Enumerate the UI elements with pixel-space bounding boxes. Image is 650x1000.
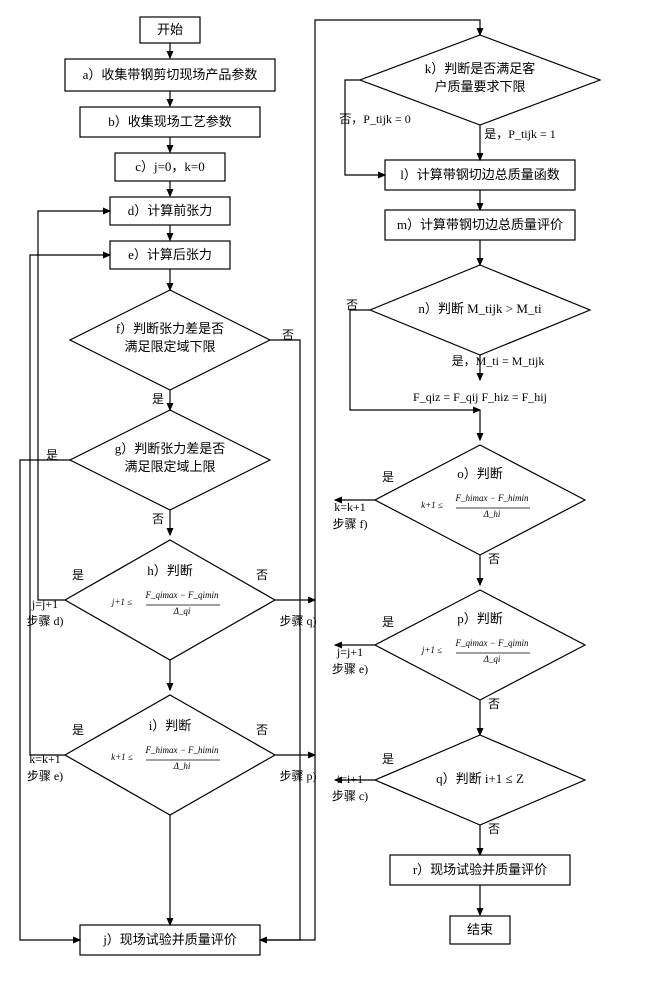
svg-text:j=j+1: j=j+1 <box>31 597 58 611</box>
svg-text:k+1 ≤: k+1 ≤ <box>111 752 133 762</box>
svg-text:F_qimax − F_qimin: F_qimax − F_qimin <box>144 590 219 600</box>
svg-text:n）判断 M_tijk > M_ti: n）判断 M_tijk > M_ti <box>418 301 542 316</box>
svg-text:m）计算带钢切边总质量评价: m）计算带钢切边总质量评价 <box>397 217 563 232</box>
svg-text:f）判断张力差是否: f）判断张力差是否 <box>116 321 224 336</box>
svg-text:步骤 e): 步骤 e) <box>332 662 368 676</box>
svg-text:c）j=0，k=0: c）j=0，k=0 <box>135 159 205 174</box>
svg-text:b）收集现场工艺参数: b）收集现场工艺参数 <box>108 114 232 129</box>
svg-text:F_qiz = F_qij F_hiz = F_hij: F_qiz = F_qij F_hiz = F_hij <box>413 390 547 404</box>
svg-text:r）现场试验并质量评价: r）现场试验并质量评价 <box>413 862 547 877</box>
svg-text:是: 是 <box>382 615 394 629</box>
svg-text:p）判断: p）判断 <box>457 611 503 626</box>
svg-text:步骤 e): 步骤 e) <box>27 769 63 783</box>
svg-text:是: 是 <box>382 752 394 766</box>
svg-text:是，M_ti = M_tijk: 是，M_ti = M_tijk <box>452 354 545 368</box>
svg-text:k+1 ≤: k+1 ≤ <box>421 500 443 510</box>
svg-text:是: 是 <box>382 470 394 484</box>
svg-text:步骤 c): 步骤 c) <box>332 789 368 803</box>
svg-text:j+1 ≤: j+1 ≤ <box>421 645 442 655</box>
svg-text:否: 否 <box>488 552 500 566</box>
svg-text:g）判断张力差是否: g）判断张力差是否 <box>115 441 226 456</box>
svg-text:步骤 p): 步骤 p) <box>280 769 317 783</box>
svg-text:结束: 结束 <box>467 922 493 937</box>
svg-text:满足限定域下限: 满足限定域下限 <box>124 339 215 354</box>
svg-text:d）计算前张力: d）计算前张力 <box>128 203 213 218</box>
svg-text:步骤 d): 步骤 d) <box>27 614 64 628</box>
svg-text:是: 是 <box>152 392 164 406</box>
svg-text:否，P_tijk = 0: 否，P_tijk = 0 <box>339 112 410 126</box>
svg-text:j）现场试验并质量评价: j）现场试验并质量评价 <box>102 932 237 947</box>
svg-text:Δ_qi: Δ_qi <box>483 654 501 664</box>
svg-text:是: 是 <box>72 723 84 737</box>
svg-text:i）判断: i）判断 <box>149 718 192 733</box>
svg-text:e）计算后张力: e）计算后张力 <box>128 247 212 262</box>
svg-text:否: 否 <box>152 512 164 526</box>
svg-text:户质量要求下限: 户质量要求下限 <box>434 79 525 94</box>
svg-text:满足限定域上限: 满足限定域上限 <box>124 459 215 474</box>
svg-text:k）判断是否满足客: k）判断是否满足客 <box>425 61 536 76</box>
svg-text:否: 否 <box>256 723 268 737</box>
svg-text:a）收集带钢剪切现场产品参数: a）收集带钢剪切现场产品参数 <box>83 67 258 82</box>
svg-text:步骤 f): 步骤 f) <box>333 517 368 531</box>
svg-text:q）判断 i+1 ≤ Z: q）判断 i+1 ≤ Z <box>436 771 524 786</box>
svg-text:i=i+1: i=i+1 <box>337 772 363 786</box>
svg-text:Δ_hi: Δ_hi <box>173 761 191 771</box>
svg-text:k=k+1: k=k+1 <box>29 752 61 766</box>
svg-text:Δ_hi: Δ_hi <box>483 509 501 519</box>
svg-text:o）判断: o）判断 <box>457 466 503 481</box>
svg-text:F_himax − F_himin: F_himax − F_himin <box>454 493 529 503</box>
svg-text:l）计算带钢切边总质量函数: l）计算带钢切边总质量函数 <box>400 167 560 182</box>
svg-text:k=k+1: k=k+1 <box>334 500 366 514</box>
svg-text:否: 否 <box>488 697 500 711</box>
svg-text:j=j+1: j=j+1 <box>336 645 363 659</box>
svg-text:否: 否 <box>256 568 268 582</box>
svg-text:h）判断: h）判断 <box>147 563 193 578</box>
svg-text:是: 是 <box>72 568 84 582</box>
svg-text:开始: 开始 <box>157 22 183 37</box>
svg-text:是，P_tijk = 1: 是，P_tijk = 1 <box>484 127 555 141</box>
svg-text:F_qimax − F_qimin: F_qimax − F_qimin <box>454 638 529 648</box>
svg-text:F_himax − F_himin: F_himax − F_himin <box>144 745 219 755</box>
svg-text:j+1 ≤: j+1 ≤ <box>111 597 132 607</box>
svg-text:步骤 q): 步骤 q) <box>280 614 317 628</box>
svg-text:Δ_qi: Δ_qi <box>173 606 191 616</box>
svg-text:否: 否 <box>488 822 500 836</box>
